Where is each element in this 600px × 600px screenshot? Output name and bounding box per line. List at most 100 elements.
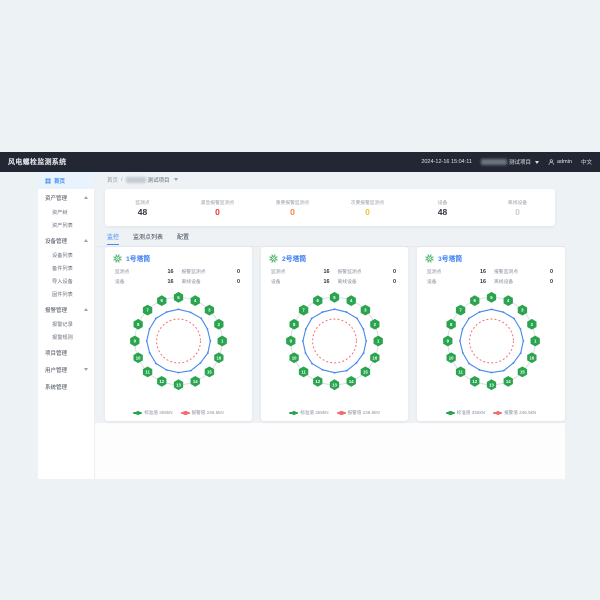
sidebar-item-alarm-records[interactable]: 报警记录 (38, 318, 94, 331)
svg-text:6: 6 (161, 298, 164, 303)
sidebar-item-asset-tree[interactable]: 资产树 (38, 206, 94, 219)
user-name: admin (557, 159, 572, 165)
summary-stats-card: 监测点 48 紧急报警监测点 0 重要报警监测点 0 次要报警监测点 0 设备 … (105, 189, 555, 226)
sidebar-group-device-mgmt[interactable]: 设备管理 (38, 232, 94, 249)
sidebar-item-label: 项目管理 (45, 350, 68, 357)
stat-label: 离线设备 (337, 280, 357, 285)
svg-text:4: 4 (194, 298, 197, 303)
stat-minor-alarms: 次要报警监测点 0 (350, 200, 385, 217)
svg-text:5: 5 (333, 295, 336, 300)
chart-legend: 标准值 355kN 报警值 246.5kN (417, 410, 565, 421)
stat-offline-devices: 离线设备 0 (507, 200, 528, 217)
tower-card-1: 1号塔筒 监测点 16 报警监测点 0 设备 16 离线设备 0 1 2 3 4 5 6 7 8 9 10… (105, 247, 252, 421)
stat-value: 16 (167, 269, 174, 275)
svg-text:14: 14 (349, 379, 354, 384)
sidebar-item-home[interactable]: 首页 (38, 172, 94, 189)
card-header: 2号塔筒 (261, 247, 408, 263)
svg-text:13: 13 (489, 382, 494, 387)
svg-text:8: 8 (137, 322, 140, 327)
svg-text:13: 13 (176, 382, 181, 387)
svg-text:15: 15 (363, 369, 368, 374)
breadcrumb-home[interactable]: 首页 (107, 177, 119, 184)
sidebar-item-firmware-list[interactable]: 固件列表 (38, 288, 94, 301)
sidebar-group-asset-mgmt[interactable]: 资产管理 (38, 189, 94, 206)
svg-text:5: 5 (177, 295, 180, 300)
card-stats: 监测点 16 报警监测点 0 设备 16 离线设备 0 (417, 263, 565, 285)
breadcrumb-separator: / (121, 176, 123, 183)
svg-text:11: 11 (145, 369, 150, 374)
sidebar-item-label: 固件列表 (52, 292, 73, 298)
svg-text:16: 16 (372, 355, 377, 360)
chevron-down-icon (535, 160, 539, 164)
app-title: 风电螺栓监测系统 (8, 159, 67, 166)
sidebar-item-spare-list[interactable]: 备件列表 (38, 262, 94, 275)
svg-text:1: 1 (221, 339, 224, 344)
svg-text:14: 14 (505, 379, 510, 384)
sidebar-item-alarm-rules[interactable]: 报警规则 (38, 331, 94, 344)
project-selector[interactable]: 测试项目 (480, 158, 539, 166)
legend-alarm[interactable]: 报警值 246.5kN (493, 410, 536, 416)
legend-marker (289, 410, 299, 415)
stat-label: 设备 (427, 280, 437, 285)
stat-value: 0 (550, 279, 553, 285)
sidebar-group-user-mgmt[interactable]: 用户管理 (38, 361, 94, 378)
svg-text:9: 9 (134, 339, 137, 344)
tab-config[interactable]: 配置 (177, 235, 190, 241)
card-title[interactable]: 1号塔筒 (126, 256, 151, 263)
sidebar-group-alarm-mgmt[interactable]: 报警管理 (38, 301, 94, 318)
stat-value: 0 (393, 279, 396, 285)
home-icon (45, 178, 51, 183)
content-background-panel (95, 423, 565, 479)
legend-standard[interactable]: 标准值 355kN (445, 410, 485, 416)
card-header: 3号塔筒 (417, 247, 565, 263)
sidebar-item-asset-list[interactable]: 资产列表 (38, 219, 94, 232)
svg-text:7: 7 (459, 308, 462, 313)
user-menu[interactable]: admin (548, 159, 572, 166)
legend-standard[interactable]: 标准值 355kN (289, 410, 329, 416)
gear-icon (113, 253, 122, 263)
card-title[interactable]: 2号塔筒 (282, 256, 307, 263)
stat-value: 0 (393, 269, 396, 275)
sidebar-item-label: 报警规则 (52, 335, 73, 341)
card-stats: 监测点 16 报警监测点 0 设备 16 离线设备 0 (105, 263, 252, 285)
legend-standard[interactable]: 标准值 355kN (133, 410, 173, 416)
tab-bar: 监控 监测点列表 配置 (107, 232, 189, 245)
sidebar-item-label: 备件列表 (52, 266, 73, 272)
stat-value: 16 (323, 269, 330, 275)
svg-text:4: 4 (350, 298, 353, 303)
svg-text:3: 3 (364, 308, 367, 313)
redacted-project-prefix (125, 176, 146, 183)
card-header: 1号塔筒 (105, 247, 252, 263)
sidebar-item-label: 设备列表 (52, 253, 73, 259)
breadcrumb: 首页 / 测试项目 (95, 172, 565, 187)
sidebar-group-project-mgmt[interactable]: 项目管理 (38, 344, 94, 361)
sidebar-item-label: 系统管理 (45, 384, 68, 391)
language-switch[interactable]: 中文 (580, 160, 592, 166)
tab-point-list[interactable]: 监测点列表 (133, 235, 164, 241)
svg-text:9: 9 (290, 339, 293, 344)
project-name: 测试项目 (508, 160, 531, 166)
sidebar-item-device-list[interactable]: 设备列表 (38, 249, 94, 262)
svg-text:3: 3 (208, 308, 211, 313)
svg-text:1: 1 (534, 339, 537, 344)
legend-alarm[interactable]: 报警值 246.5kN (180, 410, 224, 416)
sidebar-group-system-mgmt[interactable]: 系统管理 (38, 378, 94, 395)
main-content: 首页 / 测试项目 监测点 48 紧急报警监测点 0 重要报警监测点 0 次要报… (95, 172, 565, 479)
sidebar-item-label: 资产列表 (52, 223, 73, 229)
stat-value: 0 (550, 269, 553, 275)
sidebar-item-label: 导入设备 (52, 279, 73, 285)
card-title[interactable]: 3号塔筒 (438, 256, 463, 263)
sidebar-item-import-device[interactable]: 导入设备 (38, 275, 94, 288)
legend-alarm[interactable]: 报警值 246.5kN (336, 410, 380, 416)
svg-text:9: 9 (446, 339, 449, 344)
svg-text:4: 4 (507, 298, 510, 303)
breadcrumb-current[interactable]: 测试项目 (125, 176, 178, 184)
chart-legend: 标准值 355kN 报警值 246.5kN (105, 410, 252, 421)
stat-value: 16 (480, 279, 486, 285)
stat-label: 报警监测点 (494, 270, 518, 275)
tab-monitor[interactable]: 监控 (107, 232, 120, 245)
sidebar-item-label: 资产树 (52, 210, 68, 216)
